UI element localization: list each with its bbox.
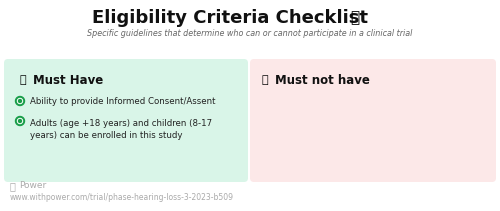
Circle shape — [18, 99, 22, 104]
Text: 📋: 📋 — [350, 11, 360, 26]
Circle shape — [18, 119, 22, 123]
Text: www.withpower.com/trial/phase-hearing-loss-3-2023-b509: www.withpower.com/trial/phase-hearing-lo… — [10, 192, 234, 202]
Text: Power: Power — [19, 181, 46, 191]
Text: ᯾: ᯾ — [10, 181, 16, 191]
Text: Must not have: Must not have — [275, 73, 370, 87]
Text: Ability to provide Informed Consent/Assent: Ability to provide Informed Consent/Asse… — [30, 96, 216, 106]
Text: Specific guidelines that determine who can or cannot participate in a clinical t: Specific guidelines that determine who c… — [88, 30, 412, 38]
FancyBboxPatch shape — [250, 59, 496, 182]
Text: Adults (age +18 years) and children (8-17
years) can be enrolled in this study: Adults (age +18 years) and children (8-1… — [30, 119, 212, 140]
Circle shape — [18, 100, 22, 103]
Text: 👎: 👎 — [262, 75, 268, 85]
Text: 👍: 👍 — [20, 75, 26, 85]
Text: Eligibility Criteria Checklist: Eligibility Criteria Checklist — [92, 9, 368, 27]
Circle shape — [16, 96, 24, 106]
Circle shape — [18, 119, 22, 123]
FancyBboxPatch shape — [4, 59, 248, 182]
Text: Must Have: Must Have — [33, 73, 104, 87]
Circle shape — [16, 116, 24, 126]
